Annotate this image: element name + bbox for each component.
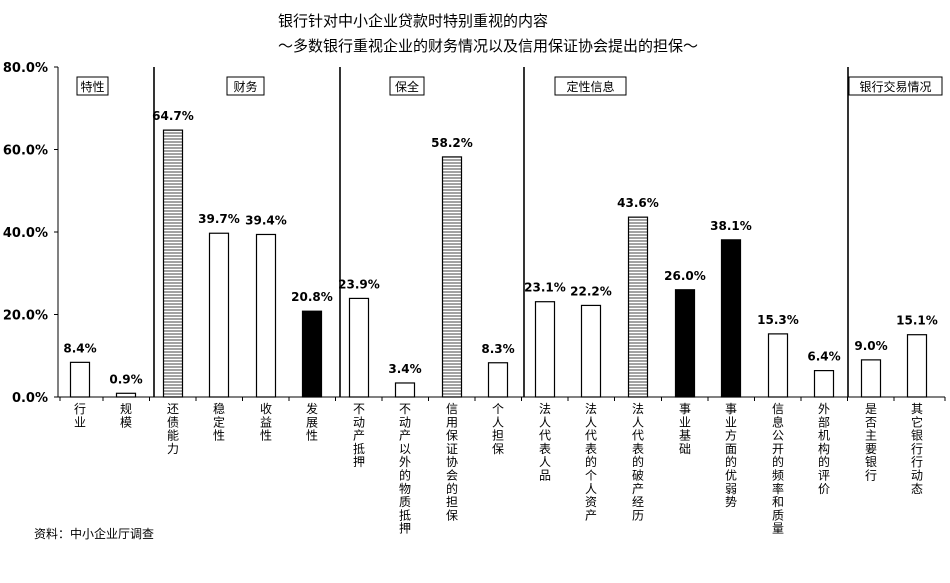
bar xyxy=(441,156,463,398)
category-label: 收益性 xyxy=(260,402,272,443)
value-label: 39.7% xyxy=(198,212,240,226)
source-note: 资料：中小企业厅调查 xyxy=(34,526,154,541)
value-label: 26.0% xyxy=(664,269,706,283)
bar xyxy=(208,232,230,398)
value-label: 58.2% xyxy=(431,136,473,150)
group-label-box xyxy=(389,76,425,96)
group-label-box xyxy=(226,76,265,96)
value-label: 0.9% xyxy=(109,372,142,386)
group-label: 财务 xyxy=(233,79,257,94)
y-tick-label: 40.0% xyxy=(3,226,48,241)
category-label: 事业方面的优弱势 xyxy=(725,402,737,509)
bar xyxy=(627,216,649,398)
bar xyxy=(487,362,509,398)
value-label: 38.1% xyxy=(710,219,752,233)
bar xyxy=(394,382,416,398)
value-label: 9.0% xyxy=(854,339,887,353)
bar xyxy=(301,310,323,398)
chart-title: 银行针对中小企业贷款时特别重视的内容 xyxy=(278,12,548,30)
category-label: 信息公开的频率和质量 xyxy=(772,402,784,536)
category-label: 还债能力 xyxy=(167,402,179,456)
bar xyxy=(767,333,789,398)
value-label: 64.7% xyxy=(152,109,194,123)
value-label: 20.8% xyxy=(291,290,333,304)
y-tick-label: 0.0% xyxy=(12,391,48,406)
group-label: 银行交易情况 xyxy=(859,79,931,94)
category-label: 信用保证协会的担保 xyxy=(446,402,458,522)
value-label: 43.6% xyxy=(617,196,659,210)
y-tick-label: 20.0% xyxy=(3,309,48,324)
bar xyxy=(580,304,602,398)
category-label: 规模 xyxy=(120,401,132,429)
group-label: 特性 xyxy=(80,79,104,94)
value-label: 15.3% xyxy=(757,313,799,327)
bar xyxy=(348,297,370,398)
category-label: 事业基础 xyxy=(679,402,691,456)
category-label: 不动产以外的物质抵押 xyxy=(399,402,411,536)
bar xyxy=(115,392,137,398)
y-tick-label: 80.0% xyxy=(3,61,48,76)
category-label: 法人代表的个人资产 xyxy=(585,402,597,522)
bar xyxy=(813,370,835,398)
value-label: 15.1% xyxy=(896,314,938,328)
value-label: 3.4% xyxy=(388,362,421,376)
group-label-box xyxy=(76,76,109,96)
category-label: 行业 xyxy=(74,402,86,429)
bar xyxy=(860,359,882,398)
category-label: 外部机构的评价 xyxy=(818,402,830,496)
bar xyxy=(906,334,928,398)
bar xyxy=(255,233,277,398)
value-label: 23.9% xyxy=(338,277,380,291)
category-label: 是否主要银行 xyxy=(865,402,877,483)
category-label: 其它银行行动态 xyxy=(911,402,923,496)
category-label: 个人担保 xyxy=(492,402,504,456)
group-label: 保全 xyxy=(395,79,419,94)
category-label: 法人代表的破产经历 xyxy=(632,402,644,522)
value-label: 39.4% xyxy=(245,213,287,227)
chart-subtitle: ～多数银行重视企业的财务情况以及信用保证协会提出的担保～ xyxy=(278,37,698,55)
group-label-box xyxy=(848,76,943,96)
bar xyxy=(69,361,91,398)
bar xyxy=(534,301,556,398)
bar xyxy=(162,129,184,398)
category-label: 稳定性 xyxy=(213,401,225,443)
category-label: 不动产抵押 xyxy=(353,402,365,469)
category-label: 发展性 xyxy=(306,401,318,443)
value-label: 22.2% xyxy=(570,284,612,298)
y-tick-label: 60.0% xyxy=(3,144,48,159)
category-label: 法人代表人品 xyxy=(539,402,551,483)
value-label: 23.1% xyxy=(524,281,566,295)
group-label-box xyxy=(554,76,627,96)
value-label: 8.4% xyxy=(63,341,96,355)
bar xyxy=(674,289,696,398)
group-label: 定性信息 xyxy=(566,79,614,94)
bar xyxy=(720,239,742,398)
value-label: 8.3% xyxy=(481,342,514,356)
value-label: 6.4% xyxy=(807,350,840,364)
